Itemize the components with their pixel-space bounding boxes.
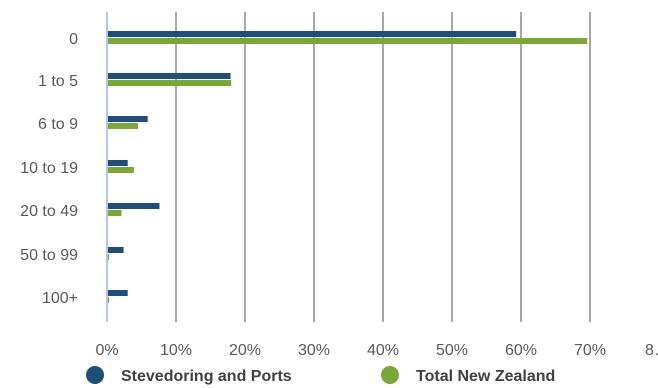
bar-total-nz (107, 210, 122, 216)
legend-label: Total New Zealand (416, 368, 555, 385)
category-label: 1 to 5 (38, 73, 78, 90)
x-tick-label: 60% (505, 342, 537, 359)
gridlines (175, 12, 591, 322)
x-tick-label: 70% (574, 342, 606, 359)
x-tick-label: 0% (95, 342, 118, 359)
bar-stevedoring (107, 290, 128, 296)
category-label: 10 to 19 (20, 160, 78, 177)
legend-marker (86, 366, 104, 384)
x-tick-labels: 0% 10% 20% 30% 40% 50% 60% 70% 8… (95, 342, 658, 359)
bar-total-nz (107, 297, 110, 303)
category-label: 20 to 49 (20, 203, 78, 220)
bars (107, 31, 588, 303)
x-tick-label: 10% (160, 342, 192, 359)
category-labels: 0 1 to 5 6 to 9 10 to 19 20 to 49 50 to 99 100… (20, 31, 78, 307)
category-label: 50 to 99 (20, 247, 78, 264)
x-tick-label: 30% (298, 342, 330, 359)
bar-total-nz (107, 80, 232, 86)
bar-stevedoring (107, 116, 148, 122)
bar-total-nz (107, 254, 110, 260)
bar-total-nz (107, 38, 588, 44)
category-label: 6 to 9 (38, 116, 78, 133)
category-label: 0 (69, 31, 78, 48)
x-tick-label: 40% (367, 342, 399, 359)
bar-total-nz (107, 123, 139, 129)
bar-total-nz (107, 167, 134, 173)
bar-stevedoring (107, 73, 231, 79)
x-tick-label: 50% (436, 342, 468, 359)
bar-stevedoring (107, 203, 160, 209)
bar-stevedoring (107, 160, 128, 166)
legend: Stevedoring and Ports Total New Zealand (86, 366, 555, 385)
x-tick-label: 8… (645, 342, 658, 359)
legend-marker (381, 366, 399, 384)
category-label: 100+ (42, 290, 78, 307)
bar-stevedoring (107, 247, 124, 253)
bar-stevedoring (107, 31, 517, 37)
legend-label: Stevedoring and Ports (121, 368, 292, 385)
x-tick-label: 20% (229, 342, 261, 359)
